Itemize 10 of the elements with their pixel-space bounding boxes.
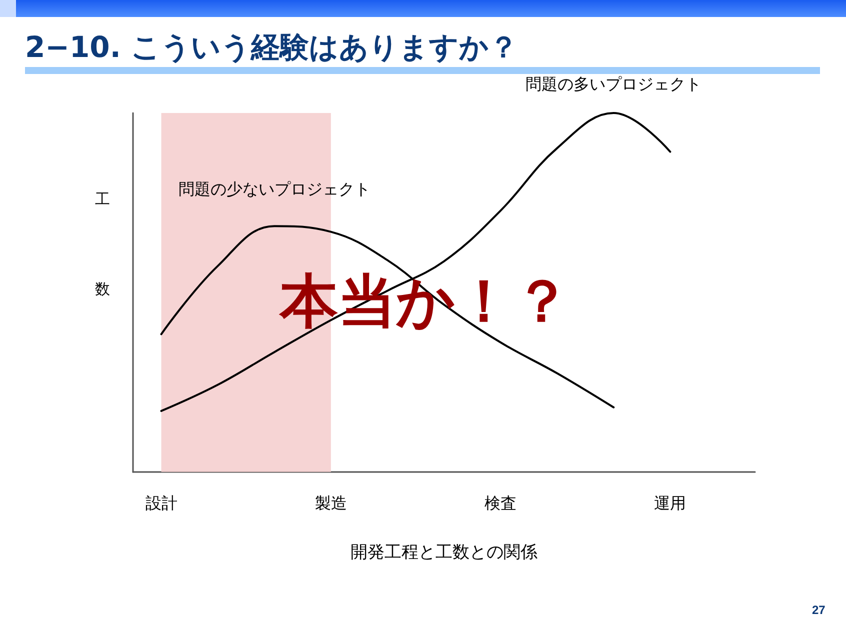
x-tick-label: 運用 bbox=[654, 496, 686, 512]
x-axis-title: 開発工程と工数との関係 bbox=[350, 542, 538, 562]
text: 27 bbox=[812, 603, 826, 617]
chart-title: 2−10. こういう経験はありますか？ bbox=[25, 29, 518, 66]
x-tick-label: 検査 bbox=[484, 494, 517, 512]
series-label: 問題の多いプロジェクト bbox=[526, 76, 702, 94]
text: 問題の少ないプロジェクト bbox=[178, 180, 370, 199]
x-tick-label: 設計 bbox=[145, 494, 178, 512]
y-axis-title: 工数 bbox=[94, 180, 112, 360]
x-tick-label: 製造 bbox=[314, 494, 347, 512]
